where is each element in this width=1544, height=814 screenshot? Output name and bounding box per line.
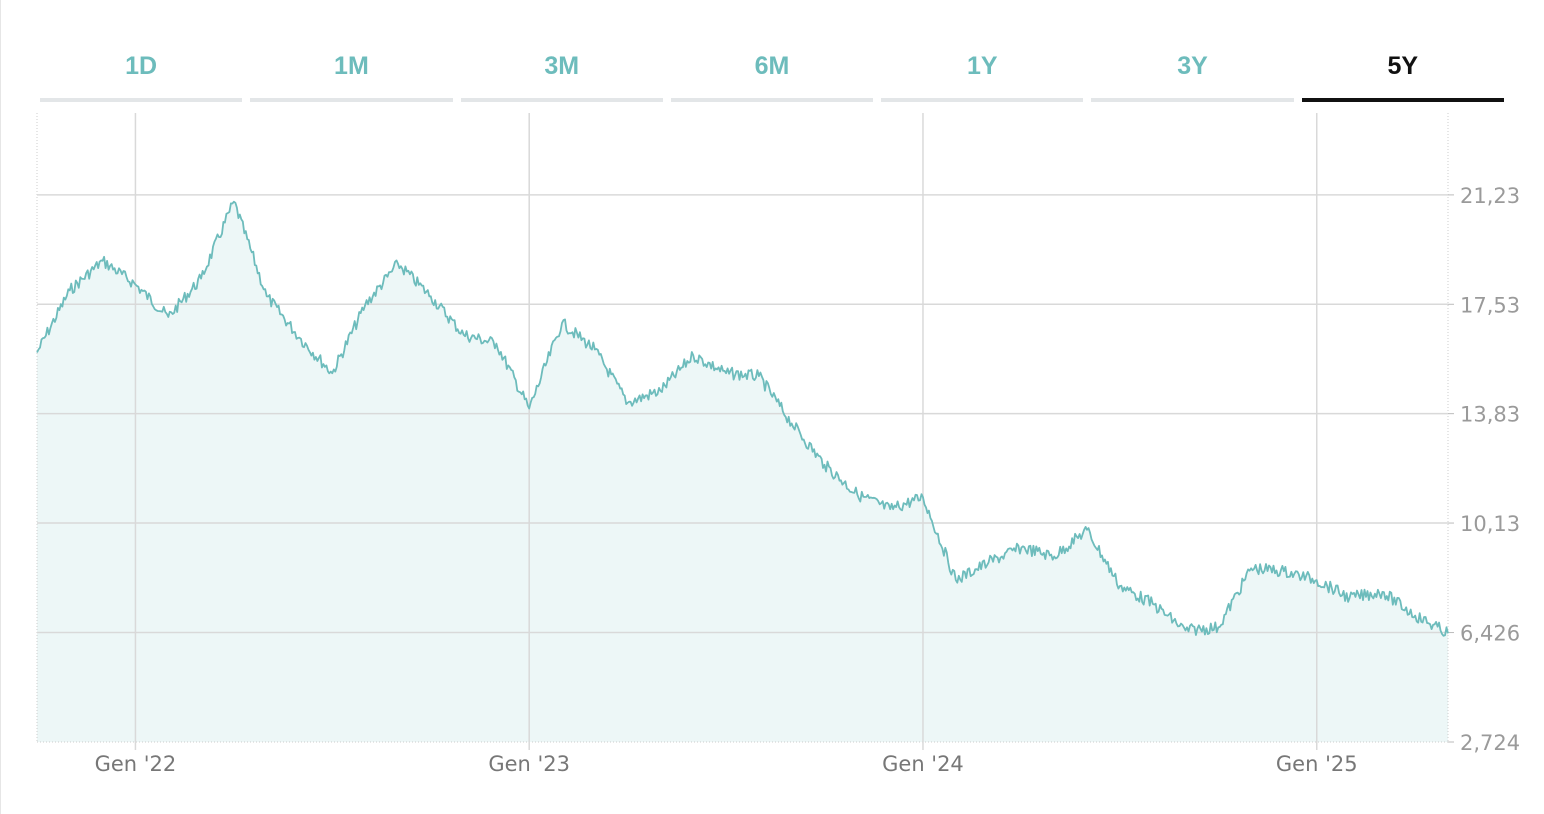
x-tick-label: Gen '22 <box>95 752 177 776</box>
y-tick-label: 17,53 <box>1460 293 1520 317</box>
y-tick-label: 2,724 <box>1460 731 1520 755</box>
y-tick-label: 21,23 <box>1460 184 1520 208</box>
tab-1d[interactable]: 1D <box>40 40 243 102</box>
y-tick-label: 10,13 <box>1460 512 1520 536</box>
range-tabs: 1D 1M 3M 6M 1Y 3Y 5Y <box>40 40 1505 102</box>
tab-5y[interactable]: 5Y <box>1301 40 1505 102</box>
x-tick-label: Gen '24 <box>882 752 964 776</box>
y-tick-label: 13,83 <box>1460 403 1520 427</box>
tab-1m[interactable]: 1M <box>250 40 453 102</box>
price-chart[interactable]: 21,23 17,53 13,83 10,13 6,426 2,724 Gen '22 Gen… <box>0 105 1544 814</box>
left-border <box>0 0 1 814</box>
tab-3y[interactable]: 3Y <box>1091 40 1294 102</box>
tab-6m[interactable]: 6M <box>670 40 874 102</box>
tab-1y[interactable]: 1Y <box>881 40 1084 102</box>
price-area <box>37 201 1448 742</box>
y-tick-label: 6,426 <box>1460 622 1520 646</box>
x-tick-label: Gen '25 <box>1276 752 1358 776</box>
tab-3m[interactable]: 3M <box>460 40 664 102</box>
price-line <box>36 200 1449 637</box>
x-tick-label: Gen '23 <box>488 752 570 776</box>
